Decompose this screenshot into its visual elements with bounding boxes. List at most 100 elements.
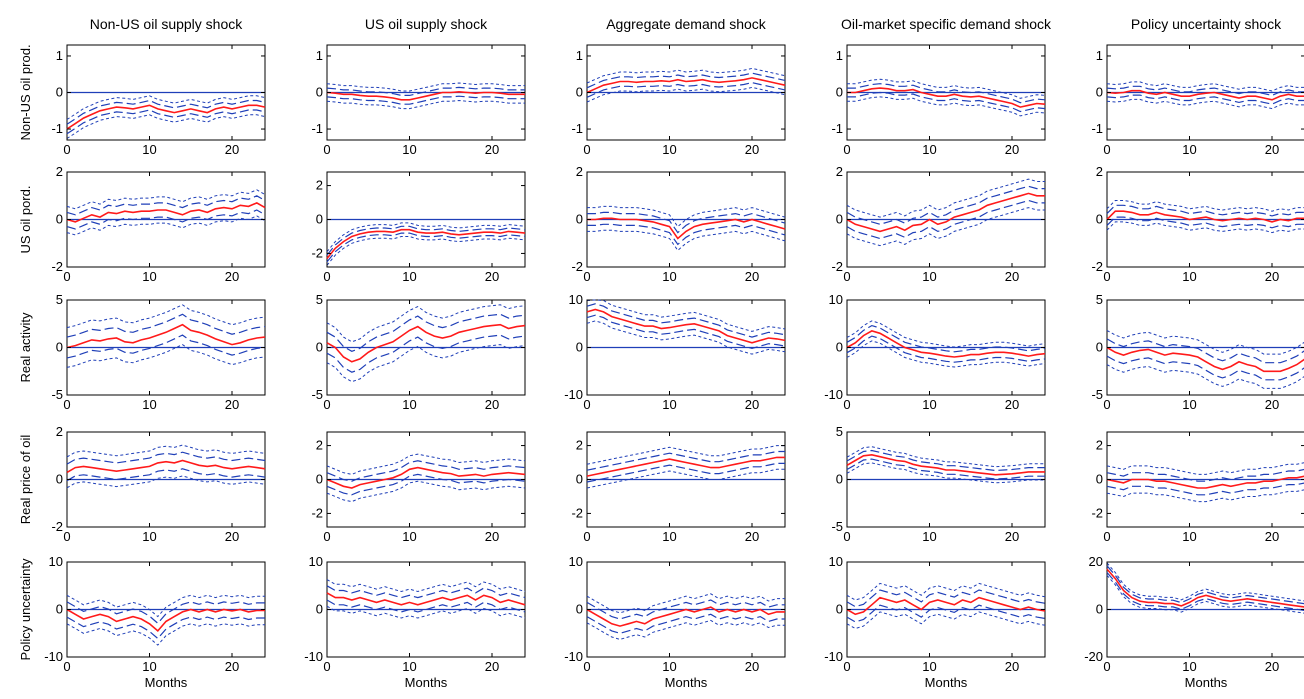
x-tick-label: 20 (745, 142, 759, 157)
y-tick-label: 0 (836, 85, 843, 100)
y-tick-label: -2 (571, 505, 583, 520)
x-tick-label: 20 (745, 659, 759, 674)
y-tick-label: 5 (1096, 292, 1103, 307)
x-tick-label: 0 (1103, 269, 1110, 284)
y-tick-label: 20 (1089, 554, 1103, 569)
upper-90-band-line (66, 95, 266, 120)
lower-68-band-line (587, 223, 786, 246)
lower-68-band-line (66, 616, 265, 640)
x-tick-label: 20 (485, 659, 499, 674)
x-tick-label: 0 (1103, 529, 1110, 544)
lower-90-band-line (66, 344, 266, 368)
x-tick-label: 0 (583, 269, 590, 284)
y-tick-label: 2 (316, 438, 323, 453)
y-tick-label: -5 (1091, 387, 1103, 402)
x-tick-label: 10 (142, 529, 156, 544)
y-tick-label: 0 (56, 212, 63, 227)
lower-90-band-line (1106, 574, 1304, 614)
x-tick-label: 0 (63, 269, 70, 284)
lower-68-band-line (846, 458, 1045, 480)
upper-68-band-line (587, 211, 786, 234)
x-tick-label: 20 (225, 659, 239, 674)
impulse-response-line (66, 202, 266, 223)
y-tick-label: 0 (316, 472, 323, 487)
upper-90-band-line (846, 320, 1046, 348)
upper-68-band-line (326, 86, 525, 97)
y-tick-label: 10 (829, 554, 843, 569)
x-tick-label: 10 (662, 269, 676, 284)
x-tick-label: 20 (745, 397, 759, 412)
upper-90-band-line (846, 446, 1045, 468)
lower-90-band-line (1106, 489, 1304, 503)
x-tick-label: 20 (1005, 397, 1019, 412)
x-tick-label: 10 (1182, 142, 1196, 157)
upper-68-band-line (1106, 204, 1304, 217)
lower-68-band-line (846, 604, 1046, 623)
upper-68-band-line (586, 303, 786, 338)
impulse-response-line (847, 87, 1046, 108)
lower-90-band-line (847, 96, 1046, 117)
x-tick-label: 10 (662, 397, 676, 412)
row-label: Policy uncertainty (18, 558, 33, 660)
lower-90-band-line (846, 611, 1046, 630)
x-tick-label: 0 (323, 397, 330, 412)
impulse-response-line (66, 104, 266, 130)
lower-90-band-line (66, 623, 265, 646)
lower-90-band-line (1106, 364, 1304, 389)
lower-68-band-line (66, 334, 266, 359)
y-tick-label: 10 (49, 554, 63, 569)
upper-68-band-line (1106, 565, 1304, 605)
y-tick-label: 2 (1096, 438, 1103, 453)
row-label: Non-US oil prod. (18, 44, 33, 140)
y-tick-label: 2 (836, 164, 843, 179)
x-tick-label: 20 (1005, 659, 1019, 674)
x-tick-label: 20 (485, 142, 499, 157)
lower-68-band-line (326, 95, 525, 105)
x-tick-label: 10 (142, 659, 156, 674)
impulse-response-line (326, 228, 526, 260)
upper-90-band-line (847, 78, 1046, 99)
upper-90-band-line (587, 205, 786, 228)
x-tick-label: 10 (142, 269, 156, 284)
column-title: Oil-market specific demand shock (841, 16, 1052, 32)
y-tick-label: 0 (1096, 602, 1103, 617)
x-axis-label: Months (1185, 675, 1228, 690)
x-tick-label: 10 (662, 529, 676, 544)
y-tick-label: -5 (51, 387, 63, 402)
x-axis-label: Months (925, 675, 968, 690)
x-tick-label: 20 (485, 397, 499, 412)
lower-90-band-line (587, 229, 786, 252)
upper-68-band-line (66, 313, 266, 338)
x-tick-label: 0 (63, 659, 70, 674)
x-tick-label: 10 (402, 397, 416, 412)
lower-68-band-line (326, 232, 526, 263)
y-tick-label: -1 (51, 121, 63, 136)
impulse-response-line (1106, 475, 1304, 489)
column-title: US oil supply shock (365, 16, 488, 32)
y-tick-label: 2 (316, 178, 323, 193)
y-tick-label: 2 (1096, 164, 1103, 179)
row-label: Real price of oil (18, 435, 33, 525)
y-tick-label: 5 (836, 424, 843, 439)
x-tick-label: 10 (662, 142, 676, 157)
x-tick-label: 0 (583, 529, 590, 544)
impulse-response-line (1106, 210, 1304, 223)
upper-68-band-line (1106, 338, 1304, 364)
y-tick-label: 0 (316, 85, 323, 100)
lower-68-band-line (586, 81, 786, 98)
upper-68-band-line (66, 99, 266, 125)
y-tick-label: 1 (316, 48, 323, 63)
y-tick-label: 0 (836, 340, 843, 355)
upper-68-band-line (586, 450, 785, 471)
x-tick-label: 10 (1182, 269, 1196, 284)
x-tick-label: 20 (1005, 269, 1019, 284)
row-label: Real activity (18, 312, 33, 383)
x-tick-label: 0 (323, 269, 330, 284)
upper-68-band-line (326, 585, 526, 599)
y-tick-label: -2 (311, 245, 323, 260)
x-tick-label: 20 (1005, 142, 1019, 157)
lower-68-band-line (586, 462, 785, 483)
upper-90-band-line (1106, 81, 1304, 92)
column-title: Policy uncertainty shock (1131, 16, 1282, 32)
y-tick-label: 0 (56, 85, 63, 100)
